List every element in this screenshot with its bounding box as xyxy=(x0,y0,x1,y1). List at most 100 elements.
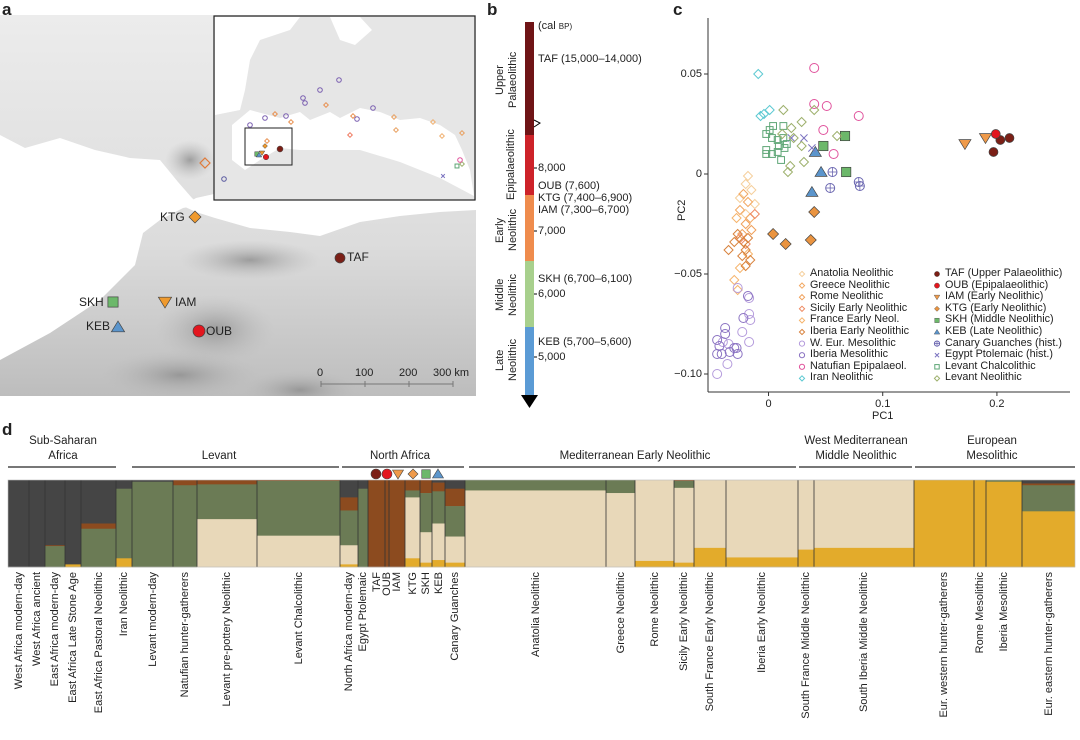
group-line xyxy=(799,466,912,468)
inset-marker xyxy=(262,115,268,121)
data-point xyxy=(720,323,731,333)
legend-label: KEB (Late Neolithic) xyxy=(945,325,1043,337)
ancestry-component xyxy=(81,528,116,568)
x-tick-label: 0 xyxy=(765,398,772,410)
y-tick-label: −0.05 xyxy=(674,268,702,280)
admixture-population-bar xyxy=(197,480,257,568)
legend-marker xyxy=(933,294,941,301)
admixture-site-marker-iam xyxy=(391,469,405,480)
ancestry-component xyxy=(420,562,432,568)
data-point xyxy=(742,291,753,301)
ancestry-component xyxy=(420,532,432,563)
population-label: IAM xyxy=(391,572,403,592)
legend-label: OUB (Epipalaeolithic) xyxy=(945,278,1049,291)
data-point xyxy=(777,128,788,140)
population-label: West Africa ancient xyxy=(31,572,43,666)
ancestry-component xyxy=(8,480,29,568)
legend-label: Iran Neolithic xyxy=(810,371,874,384)
legend-marker xyxy=(798,328,806,336)
data-point xyxy=(818,125,829,135)
data-point xyxy=(738,313,749,323)
population-label: South Iberia Middle Neolithic xyxy=(858,572,870,713)
series-iam-early-neolithic- xyxy=(958,133,993,151)
population-label: SKH xyxy=(420,572,432,595)
ancestry-component xyxy=(257,480,340,482)
series-canary-guanches-hist- xyxy=(825,167,865,193)
data-point xyxy=(768,150,776,158)
inset-marker xyxy=(454,163,460,169)
y-tick-label: 0.05 xyxy=(680,68,702,80)
inset-marker xyxy=(221,176,227,182)
legend-marker xyxy=(798,293,806,301)
legend-label: Natufian Epipalaeol. xyxy=(810,359,907,372)
population-label: Eur. eastern hunter-gatherers xyxy=(1042,572,1055,716)
data-point xyxy=(840,130,851,142)
x-tick-label: 0.2 xyxy=(989,398,1005,410)
admixture-population-bar xyxy=(173,480,197,568)
timeline-segment xyxy=(525,261,534,327)
timeline-break-icon xyxy=(533,119,541,128)
inset-marker xyxy=(349,112,357,120)
data-point xyxy=(767,228,780,240)
inset-marker xyxy=(317,87,323,93)
ancestry-component xyxy=(986,480,1022,483)
timeline-unit: (cal BP) xyxy=(538,20,573,32)
ancestry-component xyxy=(45,546,65,568)
legend-label: W. Eur. Mesolithic xyxy=(810,336,896,349)
group-label: Middle Neolithic xyxy=(815,450,897,462)
timeline-label: 5,000 xyxy=(538,351,566,363)
timeline-segment xyxy=(525,22,534,135)
data-point xyxy=(746,184,757,196)
population-label: East Africa modern-day xyxy=(49,572,61,687)
legend-marker xyxy=(798,305,806,313)
ancestry-component xyxy=(674,480,694,489)
group-line xyxy=(8,466,116,468)
site-label-keb: KEB xyxy=(86,319,111,333)
ancestry-component xyxy=(432,491,445,524)
data-point xyxy=(841,166,852,178)
ancestry-component xyxy=(606,480,635,494)
population-label: East Africa Pastoral Neolithic xyxy=(92,572,105,714)
inset-taf-marker xyxy=(276,145,284,153)
legend-marker xyxy=(934,271,940,277)
atlantic-ocean xyxy=(0,135,200,360)
data-point xyxy=(988,147,999,157)
data-point xyxy=(742,248,754,260)
ancestry-component xyxy=(45,480,65,546)
legend-marker xyxy=(934,364,940,370)
group-label: North Africa xyxy=(369,450,431,462)
series-ktg-early-neolithic- xyxy=(767,206,821,250)
population-label: East Africa Late Stone Age xyxy=(67,572,79,703)
population-label: Eur. western hunter-gatherers xyxy=(938,572,950,718)
data-point xyxy=(746,224,757,236)
ancestry-component xyxy=(81,523,116,530)
ancestry-component xyxy=(358,480,368,489)
inset-marker xyxy=(346,131,354,139)
group-line xyxy=(132,466,339,468)
map-site-keb-marker xyxy=(110,320,126,333)
admixture-population-bar xyxy=(29,480,45,568)
data-point xyxy=(716,349,727,359)
data-point xyxy=(732,283,743,293)
data-point xyxy=(769,122,777,130)
population-label: Iberia Mesolithic xyxy=(998,572,1010,652)
panel-label-d: d xyxy=(2,420,13,439)
timeline-segment xyxy=(525,327,534,395)
admixture-site-marker-skh xyxy=(421,469,431,479)
data-point xyxy=(774,142,783,150)
admixture-population-bar xyxy=(368,480,385,568)
inset-marker xyxy=(287,118,295,126)
inset-marker xyxy=(300,95,306,101)
scale-tick-200: 200 xyxy=(399,367,418,379)
series-natufian-epipalaeol- xyxy=(809,63,864,159)
legend-marker xyxy=(798,375,806,382)
data-point xyxy=(808,206,821,218)
map-site-taf-marker xyxy=(334,252,346,264)
legend-label: KTG (Early Neolithic) xyxy=(945,301,1047,314)
group-label: Levant xyxy=(201,450,237,462)
data-point xyxy=(740,178,751,190)
legend-label: Levant Chalcolithic xyxy=(945,359,1036,372)
series-iberia-mesolithic xyxy=(712,291,753,359)
